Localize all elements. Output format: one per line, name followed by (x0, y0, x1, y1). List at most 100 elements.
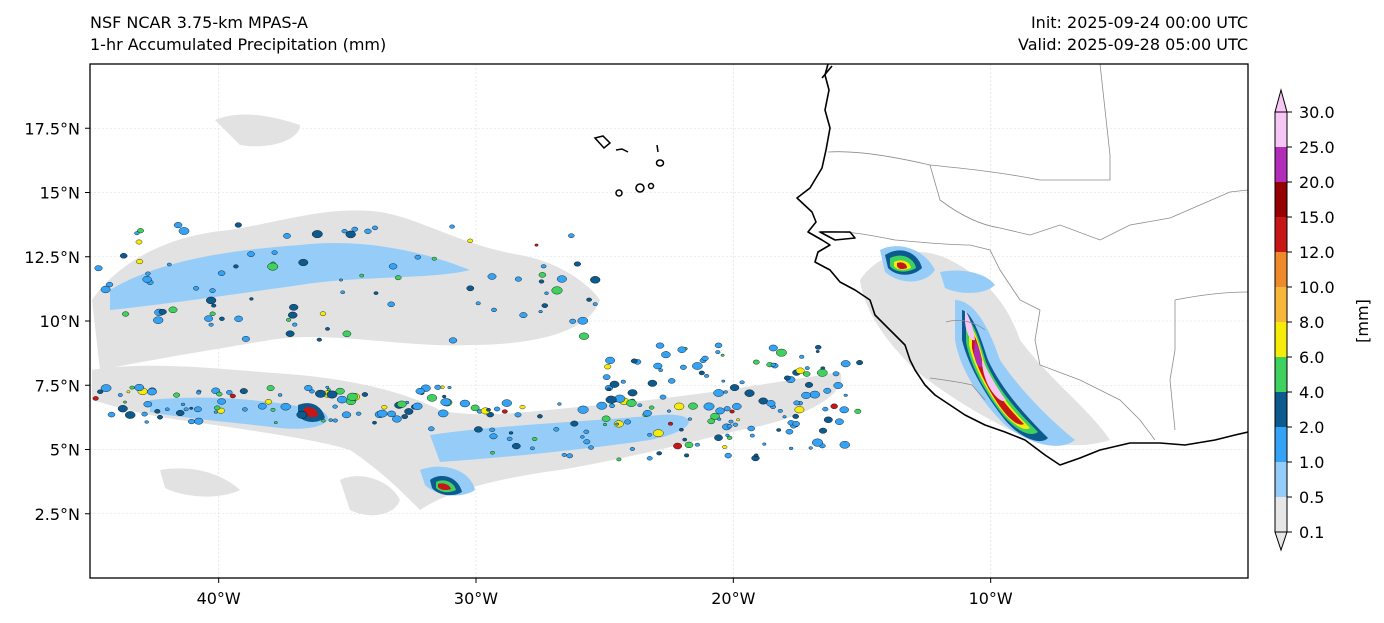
precip-cell (311, 230, 323, 239)
precip-cell (682, 437, 688, 442)
precip-cell (373, 291, 379, 295)
precip-cell (573, 261, 581, 267)
precip-cell (701, 355, 709, 361)
precip-cell (514, 276, 522, 282)
precip-cell (412, 402, 423, 410)
precip-cell (154, 409, 161, 414)
precip-cell (337, 395, 348, 404)
colorbar-segment (1275, 427, 1287, 462)
precip-cell (372, 421, 377, 425)
lat-tick-label: 15°N (40, 184, 80, 203)
lon-tick-label: 10°W (969, 589, 1013, 608)
precip-cell (187, 419, 195, 425)
field-title: 1-hr Accumulated Precipitation (mm) (90, 35, 387, 54)
precip-cell (809, 390, 820, 399)
precip-cell (459, 399, 471, 408)
lon-tick-label: 40°W (197, 589, 241, 608)
precip-cell (680, 364, 687, 370)
precip-cell (122, 311, 130, 317)
precip-cell (508, 431, 514, 435)
precip-cell (249, 297, 254, 301)
precip-cell (717, 417, 722, 421)
precip-cell (146, 388, 157, 396)
precip-cell (217, 398, 226, 405)
precip-cell (196, 390, 202, 395)
precip-cell (592, 302, 598, 306)
precip-cell (466, 285, 475, 292)
precip-cell (470, 404, 480, 412)
precip-cell (703, 402, 715, 411)
precip-cell (776, 348, 787, 357)
precip-cell (321, 419, 326, 423)
lat-tick-label: 7.5°N (35, 376, 80, 395)
precip-cell (328, 418, 333, 422)
precip-cell (157, 415, 163, 420)
colorbar-segment (1275, 287, 1287, 322)
precip-cell (768, 344, 778, 352)
precip-cell (570, 420, 579, 427)
precip-cell (388, 263, 398, 270)
precip-cell (566, 453, 574, 459)
precip-cell (729, 384, 740, 391)
precip-cell (732, 403, 742, 410)
precip-cell (404, 408, 414, 415)
precip-cell (673, 442, 682, 450)
precip-cell (714, 342, 723, 349)
precip-cell (175, 410, 185, 417)
precip-cell (643, 410, 652, 417)
precip-cell (754, 453, 759, 457)
precip-cell (784, 375, 791, 381)
precip-cell (129, 385, 135, 390)
precip-cell (189, 406, 194, 410)
precip-cell (692, 362, 703, 370)
colorbar-segment (1275, 322, 1287, 357)
precip-cell (92, 396, 99, 401)
colorbar-segment (1275, 497, 1287, 532)
colorbar-segment (1275, 252, 1287, 287)
precip-cell (840, 360, 851, 368)
precip-cell (332, 404, 338, 409)
colorbar-segment (1275, 112, 1287, 147)
precip-cell (540, 264, 547, 269)
precip-cell (674, 402, 685, 411)
precip-cell (626, 399, 637, 407)
precip-cell (583, 439, 591, 445)
precip-cell (723, 406, 731, 412)
precip-cell (577, 405, 589, 414)
precip-cell (606, 387, 612, 391)
precip-cell (653, 362, 663, 370)
precip-cell (776, 428, 782, 432)
precip-cell (355, 411, 362, 416)
precip-cell (428, 426, 435, 432)
precip-cell (843, 393, 848, 397)
precip-cell (239, 388, 248, 394)
precip-cell (106, 282, 114, 288)
precip-cell (117, 393, 123, 397)
precip-cell (124, 411, 136, 419)
precip-cell (605, 395, 617, 404)
precip-cell (332, 418, 338, 423)
colorbar-tick-label: 30.0 (1299, 103, 1335, 122)
precip-cell (273, 421, 278, 424)
colorbar-segment (1275, 462, 1287, 497)
precip-cell (656, 451, 663, 456)
precip-cell (586, 297, 592, 302)
precip-cell (134, 231, 140, 236)
precip-cell (209, 311, 216, 316)
precip-cell (724, 452, 732, 459)
precip-cell (839, 440, 850, 449)
valid-time: Valid: 2025-09-28 05:00 UTC (1017, 35, 1248, 54)
precip-cell (630, 358, 638, 364)
precip-cell (661, 351, 671, 359)
precip-cell (808, 446, 813, 450)
precip-cell (679, 428, 684, 432)
precip-cell (553, 427, 560, 432)
precip-cell (325, 385, 330, 389)
precip-cell (168, 306, 178, 313)
precip-cell (793, 400, 801, 406)
precip-cell (340, 290, 346, 294)
precip-cell (637, 403, 643, 407)
precip-cell (519, 405, 526, 410)
precip-cell (659, 394, 667, 400)
precip-cell (387, 301, 395, 307)
